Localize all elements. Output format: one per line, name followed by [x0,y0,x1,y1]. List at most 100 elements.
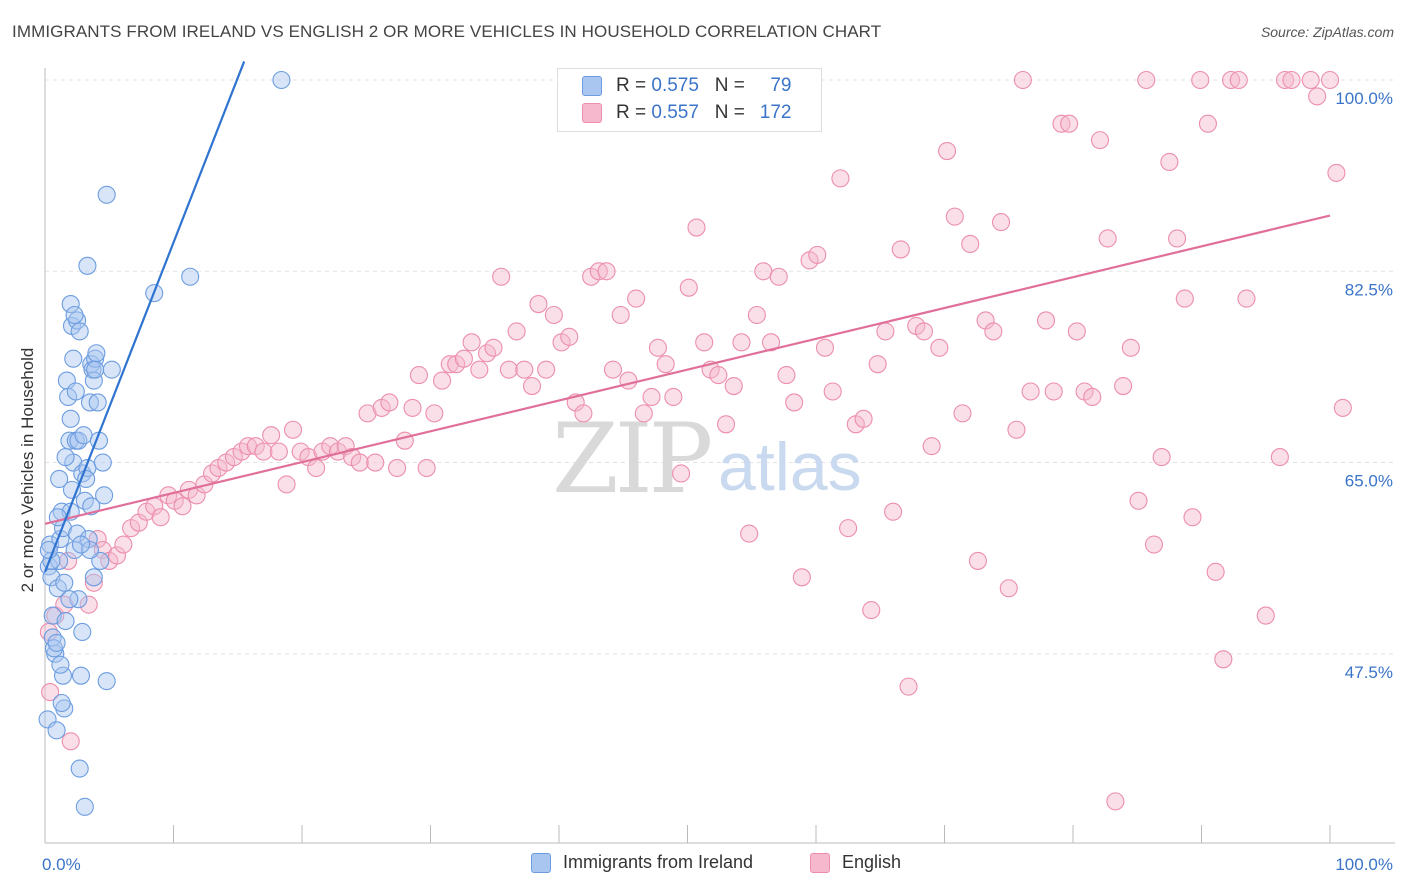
ireland-point [80,540,100,560]
ireland-point [51,655,70,674]
source-label: Source: ZipAtlas.com [1260,24,1394,40]
english-point [808,245,827,264]
legend-n-label: N = [714,102,745,123]
english-point [642,387,661,407]
english-point [899,677,918,696]
ireland-point [71,666,91,685]
english-point [862,601,881,620]
english-point [350,453,369,472]
axes [44,68,1395,844]
english-point [574,404,593,423]
ireland-point [66,382,85,401]
english-point [627,289,646,308]
y-axis-title: 2 or more Vehicles in Household [18,347,37,593]
legend-row-ireland: R = 0.575 N = 79 [582,73,791,99]
english-point [619,371,638,390]
english-point [945,207,964,226]
english-point [777,366,796,385]
english-point [792,568,811,587]
y-tick-label: 47.5% [1345,663,1393,682]
ireland-point [88,393,107,412]
ireland-point [181,267,200,286]
english-point [522,376,542,396]
english-point [1036,311,1056,330]
bottom-legend-english: English [810,852,901,873]
english-point [529,295,548,314]
english-point [769,267,788,286]
english-point [307,458,326,478]
english-point [930,338,949,357]
english-point [761,333,781,352]
english-point [1013,70,1032,90]
english-point [1183,508,1202,527]
ireland-point [272,70,291,90]
ireland-point [53,666,73,685]
english-point [462,333,481,352]
ireland-point [69,431,88,450]
english-point [831,169,850,188]
ireland-point [84,568,103,587]
tick-labels: 100.0% 82.5% 65.0% 47.5% 0.0% 100.0% [42,89,1393,874]
english-point [484,338,503,357]
english-point [1137,70,1156,90]
ireland-point [70,322,89,341]
english-point [1270,448,1289,467]
english-point [747,305,766,325]
english-point [679,278,698,297]
english-point [409,366,428,385]
english-point [740,524,759,543]
english-point [891,240,910,259]
english-point [470,360,489,379]
ireland-point [102,360,121,379]
english-point [716,415,736,434]
english-point [999,579,1018,598]
english-point [366,453,385,472]
english-point [754,262,773,281]
ireland-point [95,486,114,505]
english-point [815,338,835,357]
english-point [1090,131,1110,150]
english-point [709,366,728,385]
chart-title: IMMIGRANTS FROM IRELAND VS ENGLISH 2 OR … [12,22,882,41]
ireland-point [68,524,87,543]
ireland-point [86,349,105,368]
y-tick-label: 82.5% [1345,280,1393,299]
english-point [1327,163,1346,182]
english-point [884,502,903,521]
english-point [1301,70,1320,90]
english-point [262,426,281,445]
ireland-point [70,759,89,778]
ireland-point [97,672,116,691]
legend-swatch-english [582,103,602,123]
ireland-point [80,393,100,412]
english-point [876,322,895,341]
english-point [611,305,630,325]
english-point [1060,114,1079,133]
english-trendline [44,214,1331,525]
english-point [1083,387,1102,407]
english-point [1237,289,1256,308]
ireland-point [39,540,58,560]
english-point [93,540,112,560]
watermark-atlas: atlas [718,429,862,505]
english-point [991,213,1011,232]
ireland-point [61,295,80,314]
english-point [492,267,511,286]
watermark: ZIP atlas [552,403,862,515]
english-point [277,475,296,494]
english-point [1320,70,1340,90]
english-point [785,393,804,412]
english-point [961,234,980,253]
english-point [597,262,616,281]
english-point [603,360,623,379]
english-point [41,683,60,702]
ireland-point [75,797,94,816]
english-point [1198,114,1217,133]
english-point [560,327,579,346]
english-point [1152,448,1171,467]
english-point [1206,562,1225,581]
english-point [1191,70,1210,90]
english-point [417,458,436,478]
english-point [953,404,972,423]
english-point [254,442,273,461]
